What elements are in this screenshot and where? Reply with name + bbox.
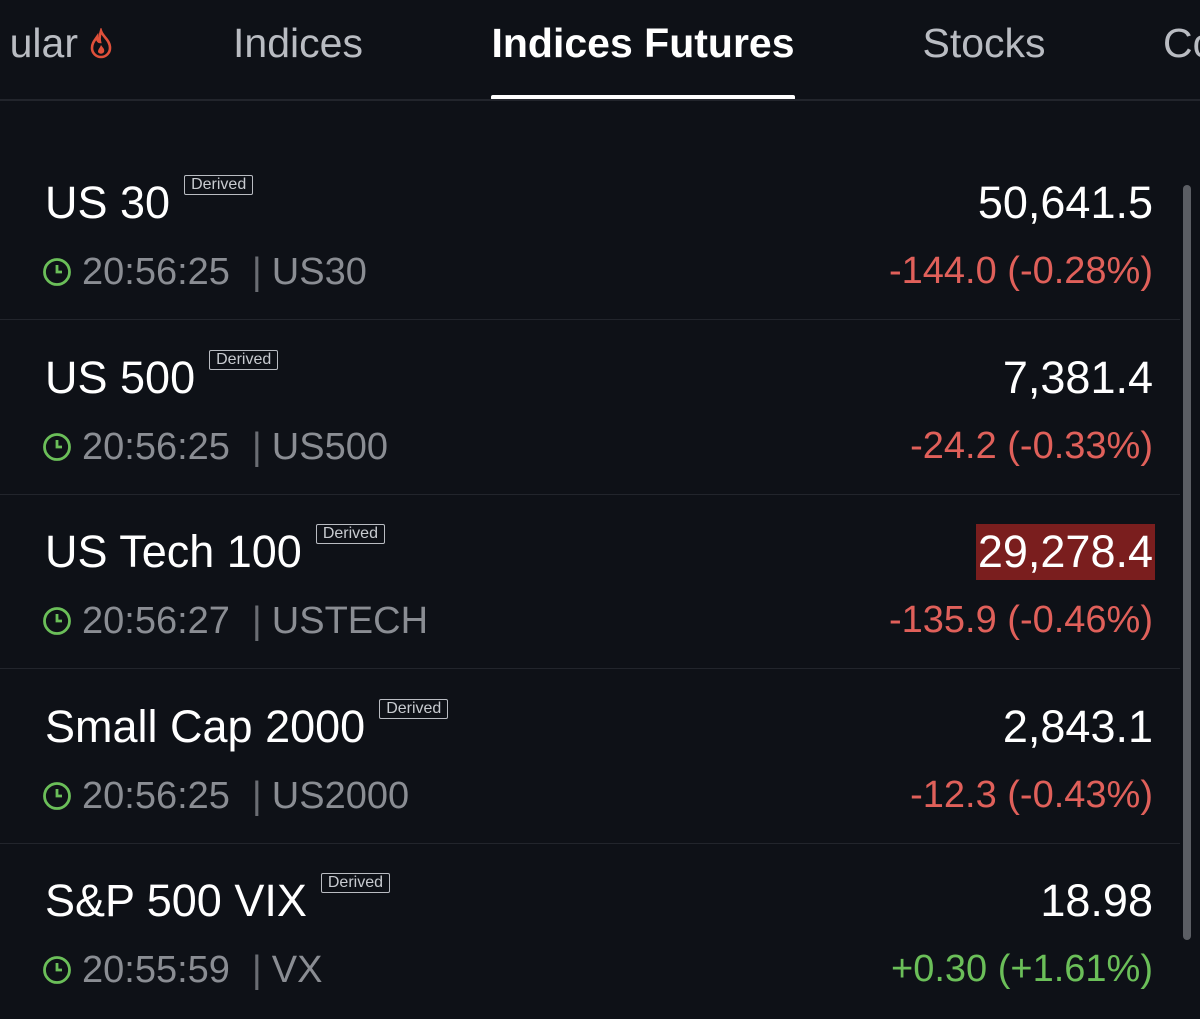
tab-underline — [491, 95, 795, 99]
quote-row[interactable]: S&P 500 VIX Derived 20:55:59 | VX 18.98 +0.30 … — [0, 843, 1180, 1017]
separator: | — [251, 949, 262, 991]
symbol: VX — [271, 949, 323, 991]
name-text: US Tech 100 — [45, 526, 302, 577]
time: 20:55:59 — [82, 949, 230, 991]
price: 18.98 — [1040, 875, 1153, 926]
name-text: US 500 — [45, 351, 196, 403]
separator: | — [251, 774, 262, 817]
tab-bar: ular Indices Indices Futures Stocks Co — [0, 0, 1200, 101]
price: 50,641.5 — [977, 177, 1153, 228]
name-text: Small Cap 2000 — [45, 700, 366, 752]
symbol: US500 — [271, 425, 388, 468]
instrument-name: US Tech 100 Derived — [45, 524, 385, 580]
instrument-name: S&P 500 VIX Derived — [45, 873, 390, 929]
change: -24.2 (-0.33%) — [910, 424, 1153, 467]
quote-row[interactable]: US Tech 100 Derived 20:56:27 | USTECH 29,278.… — [0, 494, 1180, 669]
instrument-name: US 500 Derived — [45, 349, 279, 406]
sub-info: 20:56:25 | US30 — [42, 249, 367, 295]
tab[interactable]: Co — [1163, 20, 1200, 66]
name-text: US 30 — [45, 177, 171, 228]
price: 7,381.4 — [1002, 351, 1153, 403]
scrollbar — [1183, 185, 1191, 940]
quote-row[interactable]: US 500 Derived 20:56:25 | US500 7,381.4 -24.2 … — [0, 320, 1180, 495]
change: -135.9 (-0.46%) — [888, 599, 1153, 641]
symbol: USTECH — [271, 600, 429, 642]
tab[interactable]: Stocks — [922, 20, 1046, 66]
sub-info: 20:56:25 | US2000 — [42, 773, 409, 819]
derived-badge: Derived — [379, 698, 449, 719]
time: 20:56:25 — [82, 251, 230, 293]
separator: | — [251, 251, 262, 293]
separator: | — [251, 425, 262, 468]
clock-icon — [43, 607, 71, 635]
symbol: US2000 — [271, 774, 410, 817]
tab[interactable]: Indices Futures — [491, 20, 795, 66]
change: -12.3 (-0.43%) — [910, 773, 1153, 816]
clock-icon — [43, 956, 71, 984]
instrument-name: US 30 Derived — [45, 175, 254, 231]
derived-badge: Derived — [209, 349, 279, 370]
quote-row[interactable]: Small Cap 2000 Derived 20:56:25 | US2000 2,84… — [0, 669, 1180, 844]
clock-icon — [43, 432, 71, 461]
price: 29,278.4 — [975, 524, 1155, 580]
sub-info: 20:56:25 | US500 — [42, 424, 388, 470]
clock-icon — [43, 781, 71, 810]
symbol: US30 — [271, 251, 367, 293]
quote-row[interactable]: US 30 Derived 20:56:25 | US30 50,641.5 -144.0 … — [0, 145, 1180, 320]
derived-badge: Derived — [184, 175, 254, 195]
change: +0.30 (+1.61%) — [891, 948, 1153, 990]
fire-icon — [90, 28, 112, 59]
clock-icon — [43, 258, 71, 286]
name-text: S&P 500 VIX — [45, 875, 307, 926]
instrument-name: Small Cap 2000 Derived — [45, 698, 449, 755]
time: 20:56:25 — [82, 425, 230, 468]
derived-badge: Derived — [315, 524, 385, 544]
sub-info: 20:55:59 | VX — [42, 947, 323, 993]
derived-badge: Derived — [320, 873, 390, 893]
time: 20:56:27 — [82, 600, 230, 642]
price: 2,843.1 — [1002, 700, 1153, 752]
tab[interactable]: ular — [9, 20, 78, 66]
change: -144.0 (-0.28%) — [888, 250, 1153, 292]
tab[interactable]: Indices — [233, 20, 363, 66]
time: 20:56:25 — [82, 774, 230, 817]
sub-info: 20:56:27 | USTECH — [42, 598, 428, 644]
separator: | — [251, 600, 262, 642]
